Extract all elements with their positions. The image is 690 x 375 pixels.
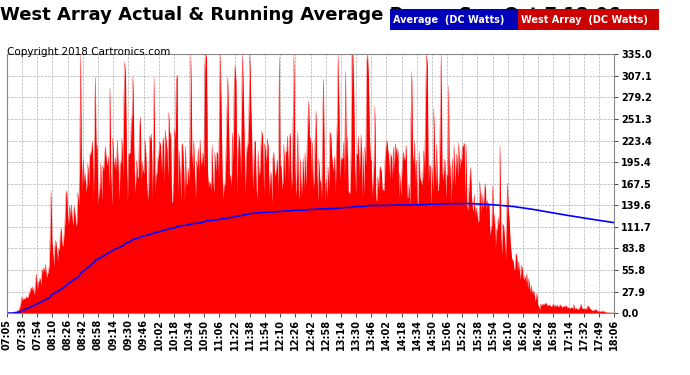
Text: West Array  (DC Watts): West Array (DC Watts) bbox=[521, 15, 648, 25]
Text: West Array Actual & Running Average Power Sun Oct 7 18:06: West Array Actual & Running Average Powe… bbox=[0, 6, 621, 24]
Text: Copyright 2018 Cartronics.com: Copyright 2018 Cartronics.com bbox=[7, 47, 170, 57]
Text: Average  (DC Watts): Average (DC Watts) bbox=[393, 15, 504, 25]
